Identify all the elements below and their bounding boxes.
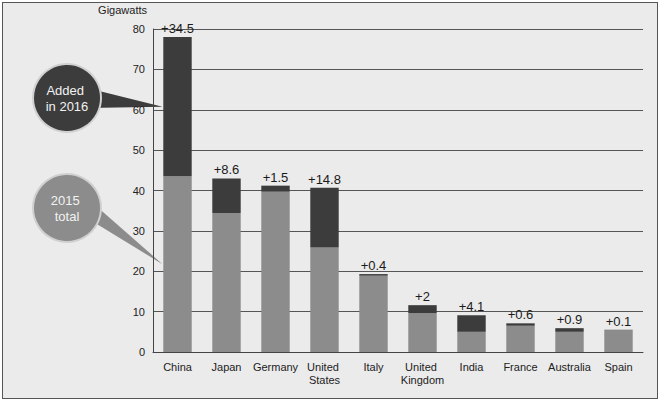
svg-text:+2: +2 [415,289,430,304]
svg-text:+0.6: +0.6 [508,307,534,322]
svg-text:Italy: Italy [363,361,384,373]
svg-text:50: 50 [133,144,145,156]
svg-text:+8.6: +8.6 [214,162,240,177]
svg-text:Spain: Spain [604,361,632,373]
svg-text:+0.4: +0.4 [361,258,387,273]
svg-text:India: India [460,361,485,373]
svg-text:0: 0 [139,346,145,358]
svg-text:20: 20 [133,265,145,277]
svg-text:80: 80 [133,23,145,35]
svg-text:in 2016: in 2016 [46,99,89,114]
svg-text:Germany: Germany [253,361,299,373]
svg-text:Added: Added [46,83,87,98]
svg-text:Gigawatts: Gigawatts [98,4,147,16]
svg-text:France: France [503,361,537,373]
svg-text:United: United [307,361,342,373]
svg-text:United: United [405,361,440,373]
svg-text:Kingdom: Kingdom [401,374,444,386]
svg-text:+14.8: +14.8 [308,172,341,187]
svg-text:+1.5: +1.5 [263,170,289,185]
svg-text:total: total [55,209,80,224]
svg-text:70: 70 [133,63,145,75]
svg-text:40: 40 [133,185,145,197]
svg-text:+0.1: +0.1 [606,314,632,329]
svg-text:Japan: Japan [212,361,242,373]
svg-text:+4.1: +4.1 [459,299,485,314]
svg-text:States: States [309,374,341,386]
svg-text:+0.9: +0.9 [557,312,583,327]
svg-text:Australia: Australia [548,361,592,373]
svg-text:China: China [163,361,193,373]
svg-text:2015: 2015 [51,193,84,208]
svg-text:60: 60 [133,104,145,116]
svg-text:10: 10 [133,306,145,318]
svg-text:30: 30 [133,225,145,237]
svg-text:+34.5: +34.5 [161,21,194,36]
